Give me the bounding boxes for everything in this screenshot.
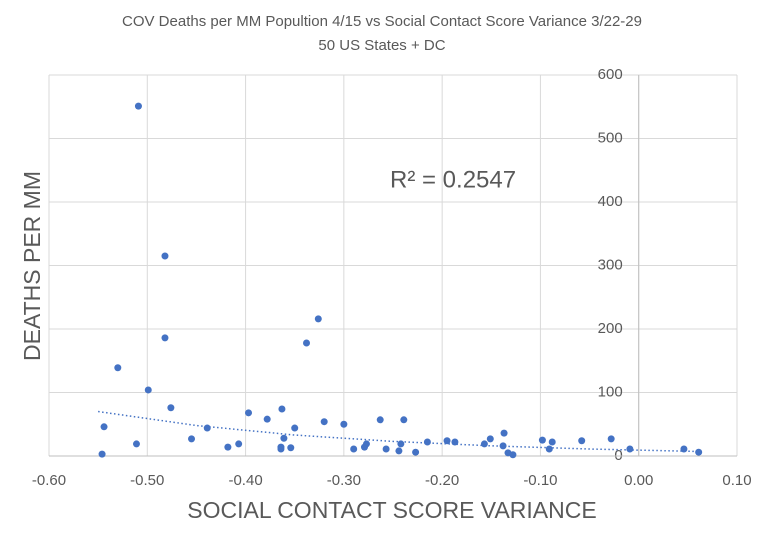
data-point <box>695 448 703 456</box>
data-point <box>400 416 408 424</box>
x-tick-label: -0.30 <box>327 472 361 489</box>
data-point <box>451 438 459 446</box>
data-point <box>486 435 494 443</box>
y-axis-title: DEATHS PER MM <box>19 171 45 361</box>
data-point <box>167 404 175 412</box>
x-tick-label: -0.60 <box>32 472 66 489</box>
y-tick-label: 300 <box>598 256 623 273</box>
data-point <box>509 451 517 459</box>
data-point <box>412 448 420 456</box>
y-tick-label: 400 <box>598 193 623 210</box>
data-point <box>340 420 348 428</box>
data-point <box>382 445 390 453</box>
data-point <box>423 438 431 446</box>
data-point <box>114 364 122 372</box>
x-tick-label: 0.00 <box>624 472 653 489</box>
data-point <box>350 445 358 453</box>
data-point <box>545 445 553 453</box>
data-point <box>376 416 384 424</box>
data-point <box>161 252 169 260</box>
data-point <box>224 443 232 451</box>
data-point <box>626 445 634 453</box>
plot: -0.60 -0.50 -0.40 -0.30 -0.20 -0.10 0.00 0.10 0 1… <box>32 66 752 489</box>
x-tick-label: 0.10 <box>722 472 751 489</box>
data-point <box>480 440 488 448</box>
y-tick-label: 200 <box>598 320 623 337</box>
data-point <box>144 386 152 394</box>
data-point <box>499 442 507 450</box>
data-point <box>280 434 288 442</box>
data-point <box>320 418 328 426</box>
data-point <box>607 435 615 443</box>
data-point <box>538 436 546 444</box>
data-point <box>235 440 243 448</box>
x-tick-label: -0.50 <box>130 472 164 489</box>
y-tick-label: 500 <box>598 129 623 146</box>
trendline <box>98 410 703 453</box>
chart-title: COV Deaths per MM Popultion 4/15 vs Soci… <box>122 13 642 30</box>
data-point <box>278 405 286 413</box>
data-point <box>100 423 108 431</box>
y-tick-label: 0 <box>614 447 622 464</box>
data-point <box>303 339 311 347</box>
data-point <box>397 440 405 448</box>
x-tick-label: -0.20 <box>425 472 459 489</box>
data-point <box>578 437 586 445</box>
data-point <box>132 440 140 448</box>
data-point <box>291 424 299 432</box>
data-point <box>548 438 556 446</box>
data-point <box>680 445 688 453</box>
data-point <box>161 334 169 342</box>
data-point <box>98 450 106 458</box>
data-point <box>245 409 253 417</box>
data-point <box>203 424 211 432</box>
data-point <box>287 444 295 452</box>
data-point <box>277 445 285 453</box>
r-squared-annotation: R² = 0.2547 <box>390 166 516 193</box>
data-point <box>443 437 451 445</box>
x-tick-label: -0.40 <box>228 472 262 489</box>
x-axis-title: SOCIAL CONTACT SCORE VARIANCE <box>187 497 596 523</box>
y-tick-label: 100 <box>598 383 623 400</box>
chart-subtitle: 50 US States + DC <box>318 37 445 54</box>
data-point <box>500 429 508 437</box>
data-point <box>188 435 196 443</box>
data-point <box>134 102 142 110</box>
data-point <box>314 315 322 323</box>
data-point <box>263 415 271 423</box>
data-point <box>362 440 370 448</box>
y-tick-label: 600 <box>598 66 623 83</box>
data-point <box>395 447 403 455</box>
x-tick-label: -0.10 <box>523 472 557 489</box>
